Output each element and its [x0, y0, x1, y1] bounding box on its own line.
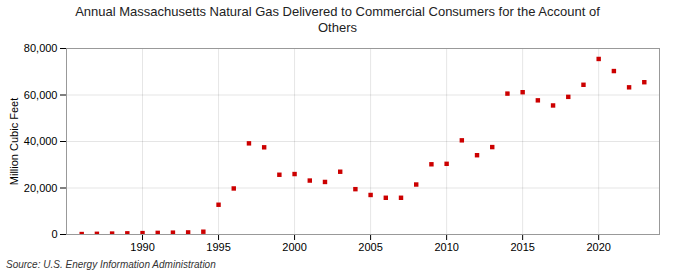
svg-text:2015: 2015: [510, 241, 534, 253]
svg-text:2005: 2005: [358, 241, 382, 253]
svg-text:80,000: 80,000: [24, 42, 58, 54]
svg-text:1990: 1990: [130, 241, 154, 253]
svg-text:60,000: 60,000: [24, 89, 58, 101]
html-text:Source: U.S. Energy Informatio: Source: U.S. Energy Information Administ…: [6, 259, 216, 270]
svg-text:1995: 1995: [206, 241, 230, 253]
svg-text:Million Cubic Feet: Million Cubic Feet: [8, 98, 20, 185]
svg-text:20,000: 20,000: [24, 182, 58, 194]
svg-text:40,000: 40,000: [24, 135, 58, 147]
svg-text:2020: 2020: [586, 241, 610, 253]
svg-text:2010: 2010: [434, 241, 458, 253]
svg-text:2000: 2000: [282, 241, 306, 253]
html-text:Annual Massachusetts Natural G: Annual Massachusetts Natural Gas Deliver…: [75, 4, 600, 35]
svg-text:0: 0: [51, 228, 57, 240]
